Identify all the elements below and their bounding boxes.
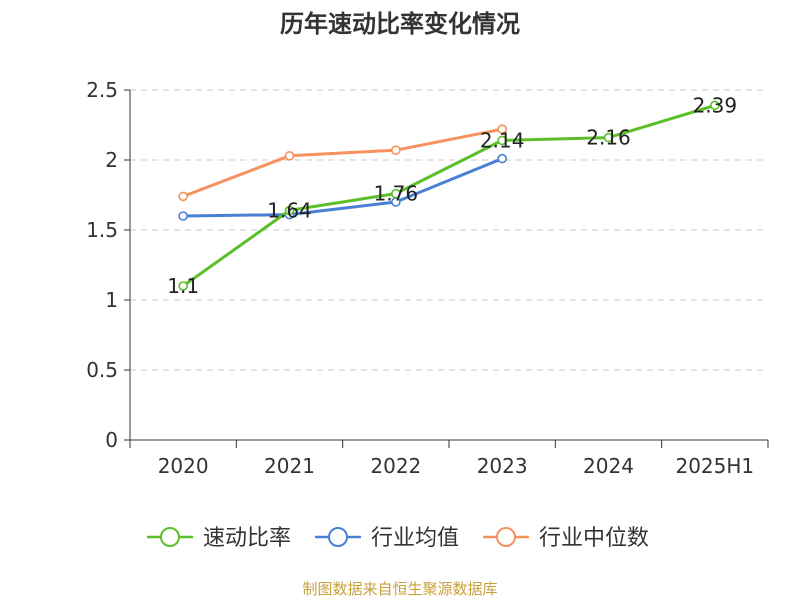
y-tick-label: 1 — [105, 288, 118, 312]
data-labels: 1.1 1.64 1.76 2.14 2.16 2.39 — [167, 93, 737, 298]
y-tick-label: 0 — [105, 428, 118, 452]
data-label: 1.64 — [267, 198, 312, 222]
x-tick-label: 2025H1 — [675, 454, 754, 478]
axes: 0 0.5 1 1.5 2 2.5 2020 2021 2022 2023 2024 2025H1 — [86, 78, 769, 478]
data-label: 2.14 — [480, 128, 525, 152]
y-tick-label: 1.5 — [86, 218, 118, 242]
y-tick-label: 0.5 — [86, 358, 118, 382]
series-line — [183, 157, 503, 218]
data-label: 1.76 — [374, 182, 419, 206]
data-point — [497, 124, 507, 134]
data-point — [391, 145, 401, 155]
legend-entry[interactable]: 行业均值 — [371, 526, 459, 551]
legend-swatch-marker — [328, 527, 348, 547]
data-label: 2.39 — [693, 93, 738, 117]
y-tick-label: 2.5 — [86, 78, 118, 102]
series-line — [182, 103, 716, 288]
source-note: 制图数据来自恒生聚源数据库 — [302, 580, 497, 598]
legend-entry[interactable]: 速动比率 — [203, 526, 291, 551]
series-layer — [178, 100, 720, 291]
data-point — [178, 211, 188, 221]
data-label: 1.1 — [167, 274, 199, 298]
data-point — [497, 153, 507, 164]
legend-swatch-marker — [160, 527, 180, 547]
data-point — [284, 205, 295, 216]
x-tick-label: 2020 — [158, 454, 209, 478]
x-tick-label: 2021 — [264, 454, 315, 478]
y-tick-label: 2 — [105, 148, 118, 172]
legend-swatch-marker — [496, 527, 516, 547]
x-tick-label: 2022 — [370, 454, 421, 478]
legend-entry[interactable]: 行业中位数 — [539, 526, 649, 551]
grid-lines — [130, 89, 768, 371]
data-point — [497, 135, 507, 146]
chart-title: 历年速动比率变化情况 — [280, 10, 520, 38]
data-point — [603, 132, 614, 143]
series-line — [182, 127, 503, 198]
legend: 速动比率 行业均值 行业中位数 — [147, 526, 649, 551]
x-tick-label: 2024 — [583, 454, 634, 478]
data-point — [178, 281, 188, 291]
data-point — [710, 100, 720, 111]
data-point — [391, 188, 401, 199]
x-tick-label: 2023 — [477, 454, 528, 478]
data-label: 2.16 — [586, 126, 631, 150]
data-point — [284, 151, 295, 161]
data-point — [178, 191, 188, 202]
